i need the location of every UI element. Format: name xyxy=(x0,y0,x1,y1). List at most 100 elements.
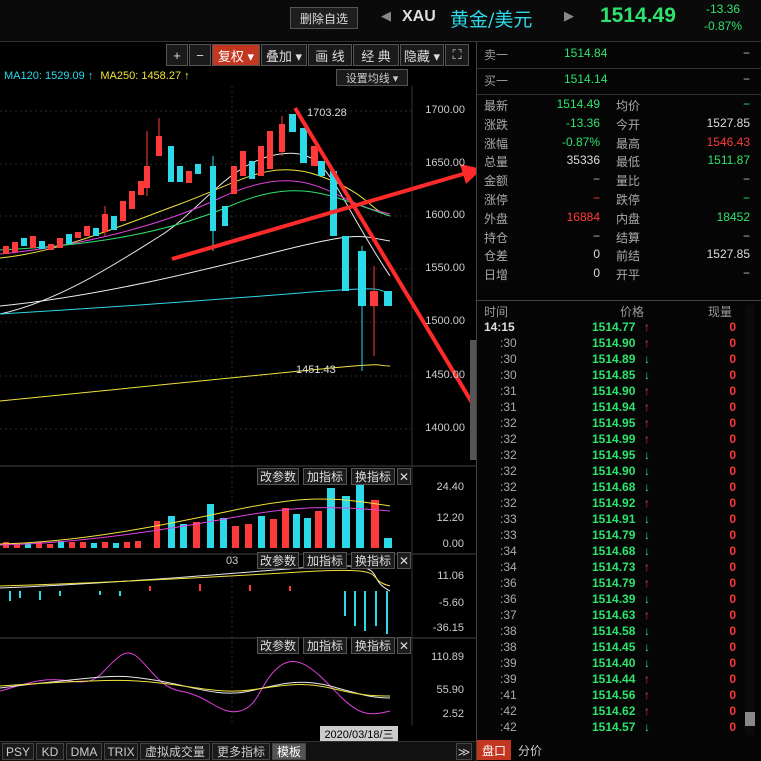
tick-row: :38 1514.45 ↓ 0 xyxy=(484,640,736,656)
tick-price: 1514.94 xyxy=(592,400,636,414)
tick-volume: 0 xyxy=(729,624,736,638)
quote-row: 涨跌 -13.36 今开 1527.85 xyxy=(484,116,754,135)
quote-value: 1527.85 xyxy=(706,115,750,130)
quote-label: 最低 xyxy=(616,155,641,170)
expand-icon[interactable]: ⛶ xyxy=(445,44,469,66)
tab-fenjia[interactable]: 分价 xyxy=(517,743,542,758)
quote-panel xyxy=(476,42,761,761)
kdj-tick: 55.90 xyxy=(436,684,464,696)
sell1-vol: − xyxy=(742,46,750,60)
macd-switch-indicator-button[interactable]: 换指标 xyxy=(351,552,395,569)
vol-add-indicator-button[interactable]: 加指标 xyxy=(303,468,347,485)
vol-params-button[interactable]: 改参数 xyxy=(257,468,299,485)
price-grid xyxy=(0,86,412,726)
scroll-right-icon[interactable]: ≫ xyxy=(456,743,472,760)
quote-value: 1546.43 xyxy=(706,134,750,149)
quote-label: 跌停 xyxy=(616,193,641,207)
chart-scrollbar[interactable] xyxy=(470,340,476,460)
macd-params-button[interactable]: 改参数 xyxy=(257,552,299,569)
divider xyxy=(477,68,761,69)
vol-ma-line xyxy=(0,498,391,545)
classic-button[interactable]: 经 典 xyxy=(353,44,399,66)
tick-price: 1514.68 xyxy=(592,480,636,494)
tick-time: :30 xyxy=(500,368,517,382)
macd-close-icon[interactable]: ✕ xyxy=(397,552,411,569)
tick-price: 1514.56 xyxy=(592,688,636,702)
ticks-scroll-thumb[interactable] xyxy=(745,712,755,726)
kdj-params-button[interactable]: 改参数 xyxy=(257,637,299,654)
quote-value: 1514.49 xyxy=(556,97,600,111)
tab-trix[interactable]: TRIX xyxy=(104,743,138,760)
zoom-in-button[interactable]: + xyxy=(166,44,188,66)
tick-time: :33 xyxy=(500,512,517,526)
kdj-add-indicator-button[interactable]: 加指标 xyxy=(303,637,347,654)
tick-volume: 0 xyxy=(729,384,736,398)
down-arrow-icon: ↓ xyxy=(644,720,650,734)
tick-time: :33 xyxy=(500,528,517,542)
price-tick: 1700.00 xyxy=(425,104,465,116)
quote-value: 1527.85 xyxy=(706,247,750,262)
ma-line xyxy=(0,288,391,315)
price-change: -13.36 xyxy=(705,2,740,16)
tab-template[interactable]: 模板 xyxy=(272,743,306,760)
tick-volume: 0 xyxy=(729,688,736,702)
remove-watchlist-button[interactable]: 删除自选 xyxy=(290,7,358,29)
price-tick: 1650.00 xyxy=(425,157,465,169)
hide-dropdown[interactable]: 隐藏 ▾ xyxy=(400,44,444,66)
tab-more-indicators[interactable]: 更多指标 xyxy=(212,743,270,760)
tick-time: :31 xyxy=(500,384,517,398)
ticks-price-header: 价格 xyxy=(620,305,645,319)
quote-value: − xyxy=(742,172,750,187)
tick-price: 1514.79 xyxy=(592,528,636,542)
zoom-out-button[interactable]: − xyxy=(189,44,211,66)
tick-price: 1514.45 xyxy=(592,640,636,654)
tick-price: 1514.62 xyxy=(592,704,636,718)
tick-time: :32 xyxy=(500,480,517,494)
prev-symbol-icon[interactable]: ◀ xyxy=(381,8,391,23)
tick-volume: 0 xyxy=(729,720,736,734)
tick-time: :39 xyxy=(500,656,517,670)
tick-price: 1514.89 xyxy=(592,352,636,366)
vol-close-icon[interactable]: ✕ xyxy=(397,468,411,485)
tab-kd[interactable]: KD xyxy=(36,743,64,760)
tick-price: 1514.91 xyxy=(592,512,636,526)
kdj-close-icon[interactable]: ✕ xyxy=(397,637,411,654)
next-symbol-icon[interactable]: ▶ xyxy=(564,8,574,23)
tick-time: 14:15 xyxy=(484,320,515,334)
macd-add-indicator-button[interactable]: 加指标 xyxy=(303,552,347,569)
volume-bars xyxy=(3,484,392,548)
vol-switch-indicator-button[interactable]: 换指标 xyxy=(351,468,395,485)
tick-time: :32 xyxy=(500,496,517,510)
quote-value: − xyxy=(742,266,750,281)
tab-dma[interactable]: DMA xyxy=(66,743,102,760)
kdj-tick: 2.52 xyxy=(442,708,464,720)
tick-time: :38 xyxy=(500,640,517,654)
tick-row: :36 1514.79 ↑ 0 xyxy=(484,576,736,592)
ma120-line xyxy=(0,236,391,307)
down-arrow-icon: ↓ xyxy=(644,624,650,638)
tick-row: :39 1514.44 ↑ 0 xyxy=(484,672,736,688)
tick-volume: 0 xyxy=(729,448,736,462)
adjust-dropdown[interactable]: 复权 ▾ xyxy=(212,44,260,66)
tick-volume: 0 xyxy=(729,672,736,686)
tick-volume: 0 xyxy=(729,528,736,542)
tick-time: :38 xyxy=(500,624,517,638)
quote-row: 总量 35336 最低 1511.87 xyxy=(484,153,754,172)
tick-volume: 0 xyxy=(729,480,736,494)
ticks-scrollbar[interactable] xyxy=(745,305,755,735)
tab-pankou[interactable]: 盘口 xyxy=(477,740,511,760)
tick-row: :36 1514.39 ↓ 0 xyxy=(484,592,736,608)
overlay-dropdown[interactable]: 叠加 ▾ xyxy=(261,44,307,66)
kdj-switch-indicator-button[interactable]: 换指标 xyxy=(351,637,395,654)
kline-chart[interactable]: 1703.28 1451.43 xyxy=(0,86,476,741)
tick-time: :39 xyxy=(500,672,517,686)
tab-psy[interactable]: PSY xyxy=(2,743,34,760)
draw-line-button[interactable]: 画 线 xyxy=(308,44,352,66)
tick-volume: 0 xyxy=(729,704,736,718)
down-arrow-icon: ↓ xyxy=(644,528,650,542)
quote-row: 金额 − 量比 − xyxy=(484,172,754,191)
quote-value: 35336 xyxy=(566,153,600,168)
price-tick: 1400.00 xyxy=(425,422,465,434)
ma-settings-button[interactable]: 设置均线 ▾ xyxy=(336,69,408,86)
tab-virtual-volume[interactable]: 虚拟成交量 xyxy=(140,743,210,760)
